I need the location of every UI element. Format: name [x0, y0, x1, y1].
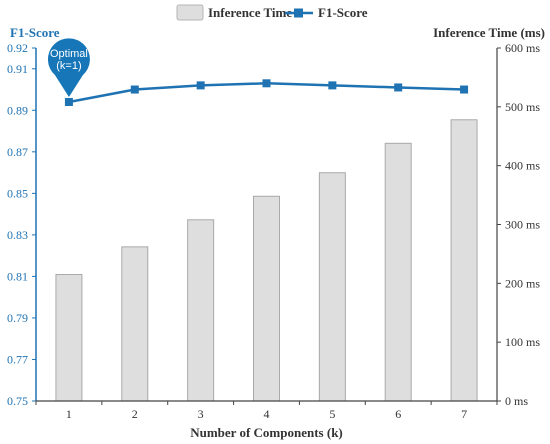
left-tick-label: 0.89 — [7, 103, 28, 117]
f1-score-point — [460, 85, 469, 94]
x-tick-label: 1 — [66, 407, 72, 421]
bar-inference-time — [450, 119, 478, 402]
x-tick-label: 3 — [198, 407, 204, 421]
bar-inference-time — [318, 172, 346, 402]
bar-inference-time — [55, 274, 83, 402]
f1-score-point — [130, 85, 139, 94]
left-tick-label: 0.91 — [7, 62, 28, 76]
legend-swatch-f1-marker — [294, 8, 303, 18]
optimal-label: Optimal — [50, 48, 88, 60]
x-tick-label: 7 — [461, 407, 467, 421]
left-axis-ticks: 0.75 0.77 0.79 0.81 0.83 0.85 0.87 0.89 0.91 0.92 — [7, 41, 36, 408]
legend: Inference Time F1-Score — [176, 4, 368, 21]
f1-score-point — [64, 97, 73, 106]
left-tick-label: 0.83 — [7, 228, 28, 242]
right-tick-label: 300 ms — [505, 218, 540, 232]
left-tick-label: 0.92 — [7, 41, 28, 55]
right-axis-ticks: 0 ms 100 ms 200 ms 300 ms 400 ms 500 ms 600 ms — [497, 41, 540, 408]
left-tick-label: 0.79 — [7, 311, 28, 325]
f1-line — [64, 79, 469, 106]
left-tick-label: 0.87 — [7, 145, 28, 159]
f1-score-point — [394, 83, 403, 92]
x-tick-label: 4 — [264, 407, 270, 421]
x-tick-label: 2 — [132, 407, 138, 421]
optimal-pin — [47, 38, 90, 97]
f1-score-point — [262, 79, 271, 88]
optimal-marker: Optimal(k=1) — [47, 38, 90, 97]
x-axis-ticks: 1 2 3 4 5 6 7 — [35, 401, 498, 421]
right-tick-label: 200 ms — [505, 276, 540, 290]
right-tick-label: 0 ms — [505, 394, 528, 408]
left-tick-label: 0.75 — [7, 394, 28, 408]
bar-inference-time — [384, 142, 412, 402]
bar-inference-time — [121, 246, 149, 402]
legend-swatch-inference-time — [176, 4, 204, 21]
f1-score-point — [328, 81, 337, 90]
left-tick-label: 0.81 — [7, 269, 28, 283]
right-tick-label: 600 ms — [505, 41, 540, 55]
bars — [55, 119, 478, 402]
bar-inference-time — [253, 195, 280, 402]
bar-inference-time — [187, 219, 215, 402]
legend-label-f1-score: F1-Score — [318, 5, 368, 20]
right-tick-label: 500 ms — [505, 100, 540, 114]
left-tick-label: 0.77 — [7, 352, 28, 366]
x-axis-title: Number of Components (k) — [190, 425, 343, 440]
right-tick-label: 100 ms — [505, 335, 540, 349]
x-tick-label: 5 — [329, 407, 335, 421]
optimal-label: (k=1) — [56, 60, 81, 72]
left-axis-title: F1-Score — [10, 25, 60, 40]
x-tick-label: 6 — [395, 407, 401, 421]
right-axis-title: Inference Time (ms) — [433, 25, 545, 40]
legend-label-inference-time: Inference Time — [208, 5, 292, 20]
left-tick-label: 0.85 — [7, 186, 28, 200]
right-tick-label: 400 ms — [505, 159, 540, 173]
f1-score-point — [196, 81, 205, 90]
